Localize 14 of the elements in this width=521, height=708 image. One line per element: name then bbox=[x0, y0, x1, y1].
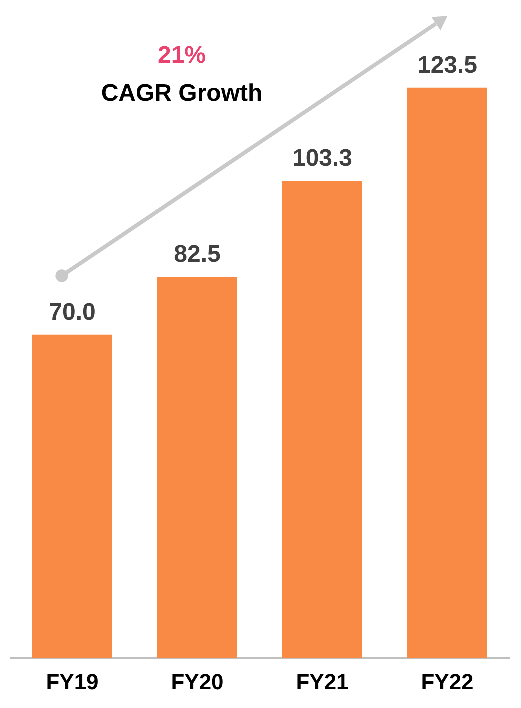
bar bbox=[32, 334, 112, 658]
annotation: CAGR Growth bbox=[101, 80, 263, 107]
data-label: 103.3 bbox=[292, 145, 353, 172]
text: 21% bbox=[158, 42, 206, 69]
bar bbox=[158, 277, 238, 658]
data-label: 82.5 bbox=[174, 241, 221, 268]
data-label: 123.5 bbox=[417, 52, 478, 79]
data-label: 70.0 bbox=[49, 298, 96, 326]
x-tick-label: FY19 bbox=[46, 670, 99, 694]
x-tick-label: FY21 bbox=[296, 670, 349, 694]
x-tick-label: FY22 bbox=[421, 670, 474, 694]
x-tick-label: FY20 bbox=[171, 670, 224, 694]
bar bbox=[282, 181, 362, 658]
bar bbox=[408, 88, 488, 658]
